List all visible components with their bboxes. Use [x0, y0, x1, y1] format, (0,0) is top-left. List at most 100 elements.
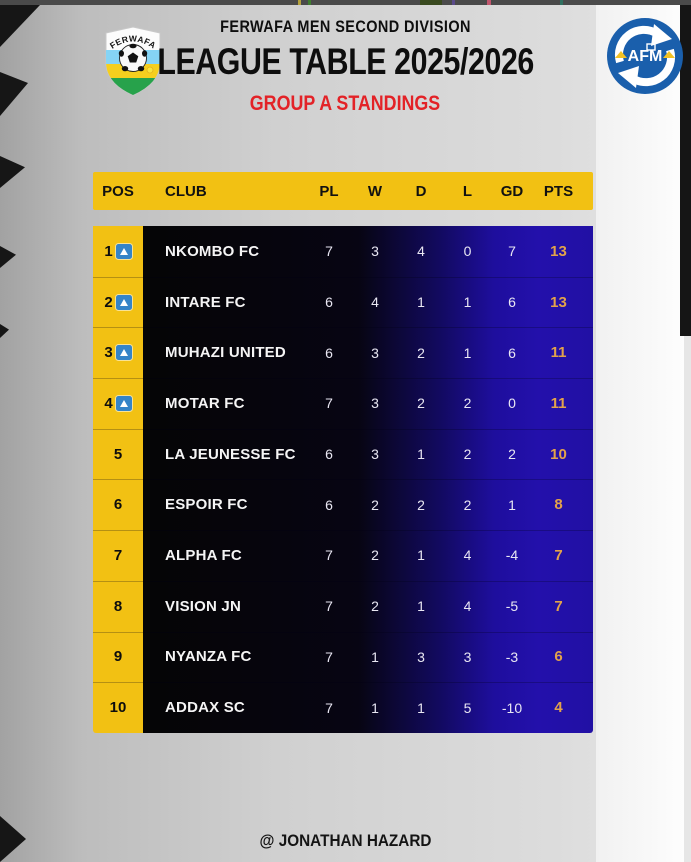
position-cell: 5 [93, 446, 143, 463]
played-value: 6 [325, 294, 333, 311]
goal-difference-value: 2 [508, 446, 516, 463]
col-header-club: CLUB [165, 182, 207, 200]
pos-number: 6 [113, 496, 123, 514]
losses-value: 5 [463, 699, 472, 716]
losses-value: 4 [463, 547, 472, 564]
club-name: NYANZA FC [165, 648, 252, 666]
promotion-up-icon [115, 345, 132, 361]
table-rows: 1 NKOMBO FC 7 3 4 0 7 13 2 INTARE FC 6 4… [93, 226, 593, 733]
table-row: 7 ALPHA FC 7 2 1 4 -4 7 [93, 530, 593, 581]
col-header-w: W [367, 182, 383, 200]
wins-value: 1 [371, 699, 379, 716]
wins-value: 3 [371, 344, 379, 361]
pos-number: 5 [113, 445, 123, 463]
wins-value: 1 [371, 648, 379, 665]
top-edge-artifact [420, 0, 442, 5]
wins-value: 4 [371, 294, 379, 311]
points-value: 13 [550, 242, 567, 260]
club-name: ESPOIR FC [165, 496, 248, 514]
col-header-d: D [415, 182, 427, 200]
table-row: 8 VISION JN 7 2 1 4 -5 7 [93, 581, 593, 632]
table-row: 9 NYANZA FC 7 1 3 3 -3 6 [93, 632, 593, 683]
goal-difference-value: 6 [508, 344, 516, 361]
draws-value: 1 [417, 294, 425, 311]
promotion-up-icon [115, 243, 132, 259]
table-row: 1 NKOMBO FC 7 3 4 0 7 13 [93, 226, 593, 277]
position-cell: 4 [93, 395, 143, 412]
promotion-up-icon [115, 294, 132, 310]
pos-number: 8 [113, 597, 123, 615]
losses-value: 4 [463, 598, 472, 615]
table-row: 5 LA JEUNESSE FC 6 3 1 2 2 10 [93, 429, 593, 480]
pos-number: 3 [104, 344, 113, 362]
page-title: LEAGUE TABLE 2025/2026 [157, 41, 534, 82]
pos-number: 1 [104, 242, 113, 260]
goal-difference-value: -5 [505, 598, 519, 615]
right-background-panel [596, 0, 684, 862]
table-row: 4 MOTAR FC 7 3 2 2 0 11 [93, 378, 593, 429]
club-name: ADDAX SC [165, 699, 245, 717]
club-name: ALPHA FC [165, 546, 242, 564]
pos-number: 7 [113, 546, 123, 564]
credit-footer: @ JONATHAN HAZARD [259, 831, 432, 850]
draws-value: 2 [417, 496, 425, 513]
points-value: 4 [554, 699, 563, 717]
losses-value: 0 [463, 243, 472, 260]
top-edge-artifact [298, 0, 301, 5]
played-value: 7 [325, 547, 333, 564]
club-name: LA JEUNESSE FC [165, 445, 296, 463]
points-value: 8 [554, 496, 563, 514]
ferwafa-crest-icon: FERWAFA [105, 26, 161, 96]
top-edge-artifact [308, 0, 311, 5]
draws-value: 1 [417, 598, 425, 615]
table-row: 2 INTARE FC 6 4 1 1 6 13 [93, 277, 593, 328]
played-value: 7 [325, 648, 333, 665]
pos-number: 10 [109, 699, 127, 717]
club-name: INTARE FC [165, 293, 246, 311]
promotion-up-icon [115, 395, 132, 411]
club-name: MUHAZI UNITED [165, 344, 286, 362]
goal-difference-value: 7 [508, 243, 516, 260]
played-value: 6 [325, 496, 333, 513]
afm-logo-text: AFM [628, 48, 663, 65]
draws-value: 1 [417, 446, 425, 463]
draws-value: 4 [417, 243, 425, 260]
wins-value: 3 [371, 446, 379, 463]
losses-value: 3 [463, 648, 472, 665]
played-value: 6 [325, 446, 333, 463]
draws-value: 2 [417, 395, 425, 412]
played-value: 7 [325, 243, 333, 260]
col-header-gd: GD [500, 182, 524, 200]
table-row: 6 ESPOIR FC 6 2 2 2 1 8 [93, 479, 593, 530]
top-edge-strip [0, 0, 691, 5]
decorative-triangle [0, 246, 16, 268]
wins-value: 3 [371, 395, 379, 412]
losses-value: 2 [463, 446, 472, 463]
rows-gradient-background [143, 226, 593, 733]
goal-difference-value: 0 [508, 395, 516, 412]
position-cell: 2 [93, 294, 143, 311]
points-value: 7 [554, 546, 563, 564]
losses-value: 2 [463, 496, 472, 513]
top-edge-artifact [487, 0, 491, 5]
decorative-triangle [0, 324, 9, 338]
decorative-triangle [0, 156, 25, 188]
points-value: 13 [550, 293, 567, 311]
position-cell: 6 [93, 496, 143, 513]
position-cell: 8 [93, 598, 143, 615]
top-edge-artifact [560, 0, 563, 5]
wins-value: 2 [371, 547, 379, 564]
table-header-row: POS CLUB PL W D L GD PTS [93, 172, 593, 210]
goal-difference-value: -3 [505, 648, 519, 665]
pos-number: 2 [104, 293, 113, 311]
position-cell: 1 [93, 243, 143, 260]
draws-value: 1 [417, 547, 425, 564]
group-subtitle: GROUP A STANDINGS [250, 92, 441, 115]
club-name: NKOMBO FC [165, 242, 260, 260]
losses-value: 2 [463, 395, 472, 412]
played-value: 7 [325, 699, 333, 716]
table-row: 3 MUHAZI UNITED 6 3 2 1 6 11 [93, 327, 593, 378]
position-cell: 10 [93, 699, 143, 716]
col-header-pts: PTS [543, 182, 574, 200]
club-name: VISION JN [165, 597, 241, 615]
